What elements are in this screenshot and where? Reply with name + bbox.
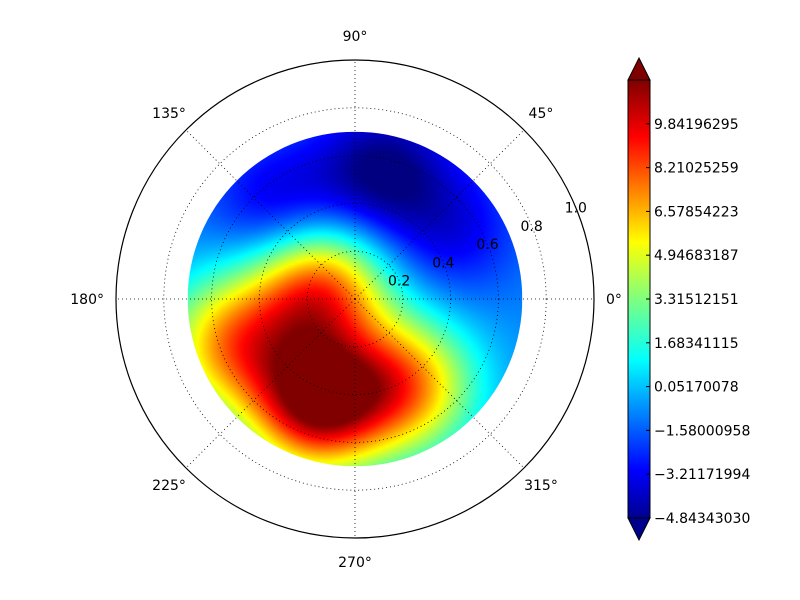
colorbar-tick-label: 4.94683187 <box>654 248 739 264</box>
colorbar-tick-label: 1.68341115 <box>654 336 739 352</box>
theta-tick-label: 180° <box>70 292 104 308</box>
r-tick-label: 1.0 <box>565 201 587 217</box>
colorbar-tick-label: 9.84196295 <box>654 117 739 133</box>
polar-frame <box>115 59 595 539</box>
theta-tick-label: 270° <box>338 555 372 571</box>
r-gridline <box>211 155 499 443</box>
colorbar-tick-label: 8.21025259 <box>654 161 739 177</box>
colorbar-tick-label: −4.84343030 <box>654 511 750 527</box>
colorbar-gradient <box>628 80 650 518</box>
polar-grid <box>115 59 595 539</box>
colorbar-tick-label: −3.21171994 <box>654 467 750 483</box>
theta-tick-label: 0° <box>606 292 622 308</box>
r-tick-label: 0.2 <box>388 274 410 290</box>
r-gridline <box>163 107 547 491</box>
theta-tick-label: 135° <box>152 106 186 122</box>
r-tick-label: 0.8 <box>521 219 543 235</box>
colorbar-tick-label: 0.05170078 <box>654 380 739 396</box>
theta-tick-label: 45° <box>529 106 554 122</box>
r-gridline <box>258 202 451 395</box>
colorbar: 9.84196295 8.21025259 6.57854223 4.94683187… <box>627 56 750 542</box>
r-gridline <box>306 250 404 348</box>
r-tick-label: 0.4 <box>432 255 454 271</box>
colorbar-tick-label: 3.31512151 <box>654 292 739 308</box>
colorbar-extend-bottom <box>627 517 651 542</box>
colorbar-tick-label: 6.57854223 <box>654 204 739 220</box>
r-tick-label: 0.6 <box>476 237 498 253</box>
theta-tick-label: 225° <box>152 478 186 494</box>
theta-tick-label: 315° <box>524 478 558 494</box>
polar-tick-labels: 0° 45° 90° 135° 180° 225° 270° 315° 0.2 0.4 0.6 0.8… <box>70 29 622 571</box>
colorbar-extend-top <box>627 56 651 81</box>
theta-tick-label: 90° <box>343 29 368 45</box>
colorbar-tick-label: −1.58000958 <box>654 423 750 439</box>
